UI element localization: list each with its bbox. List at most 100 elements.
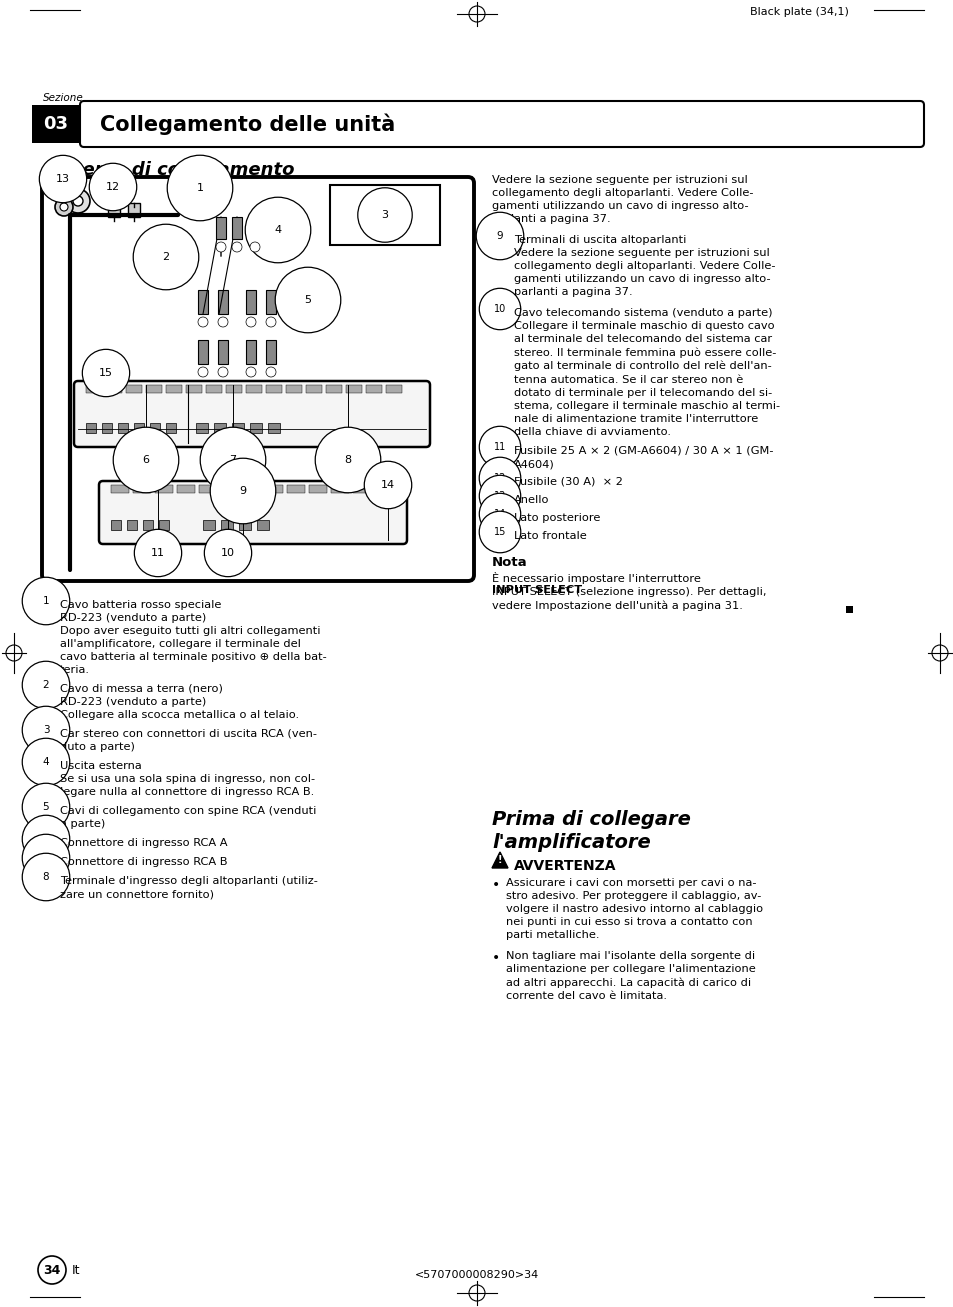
Bar xyxy=(111,485,129,493)
Bar xyxy=(203,520,214,531)
Bar xyxy=(250,423,262,433)
Bar xyxy=(246,386,262,393)
Bar xyxy=(239,520,251,531)
Text: 34: 34 xyxy=(43,1264,61,1277)
Text: Collegamento delle unità: Collegamento delle unità xyxy=(100,114,395,135)
Circle shape xyxy=(198,318,208,327)
Text: 10: 10 xyxy=(221,548,234,558)
Bar xyxy=(246,340,255,365)
Text: Cavo telecomando sistema (venduto a parte): Cavo telecomando sistema (venduto a part… xyxy=(514,308,772,318)
Bar xyxy=(226,386,242,393)
Bar xyxy=(845,606,852,613)
Circle shape xyxy=(246,318,255,327)
Bar xyxy=(150,423,160,433)
Text: 8: 8 xyxy=(344,455,352,465)
Bar xyxy=(353,485,371,493)
Text: 9: 9 xyxy=(239,486,246,495)
Circle shape xyxy=(73,196,83,207)
Bar xyxy=(133,423,144,433)
Circle shape xyxy=(266,367,275,376)
Text: Vedere la sezione seguente per istruzioni sul
collegamento degli altoparlanti. V: Vedere la sezione seguente per istruzion… xyxy=(514,248,775,297)
Bar xyxy=(256,520,269,531)
Text: 3: 3 xyxy=(381,210,388,220)
Bar xyxy=(266,290,275,314)
Text: 1: 1 xyxy=(196,183,203,193)
Text: Uscita esterna
Se si usa una sola spina di ingresso, non col-
legare nulla al co: Uscita esterna Se si usa una sola spina … xyxy=(60,761,314,797)
Text: It: It xyxy=(71,1264,80,1277)
Text: 11: 11 xyxy=(151,548,165,558)
Bar xyxy=(286,386,302,393)
Bar xyxy=(154,485,172,493)
Text: 13: 13 xyxy=(56,174,70,184)
Circle shape xyxy=(179,193,187,201)
Text: 6: 6 xyxy=(142,455,150,465)
Bar xyxy=(218,340,228,365)
Bar xyxy=(166,386,182,393)
Text: Assicurare i cavi con morsetti per cavi o na-
stro adesivo. Per proteggere il ca: Assicurare i cavi con morsetti per cavi … xyxy=(505,878,762,940)
Text: Connettore di ingresso RCA A: Connettore di ingresso RCA A xyxy=(60,838,227,848)
Polygon shape xyxy=(492,852,507,868)
Text: Lato posteriore: Lato posteriore xyxy=(514,514,599,523)
FancyBboxPatch shape xyxy=(99,481,407,544)
Bar xyxy=(128,203,140,217)
FancyBboxPatch shape xyxy=(74,382,430,447)
Text: 14: 14 xyxy=(494,508,506,519)
Bar xyxy=(306,386,322,393)
Text: 2: 2 xyxy=(162,252,170,261)
Text: 1: 1 xyxy=(43,596,50,606)
Bar xyxy=(243,485,261,493)
Text: Cavi di collegamento con spine RCA (venduti
a parte): Cavi di collegamento con spine RCA (vend… xyxy=(60,806,316,829)
Text: Fusibile (30 A)  × 2: Fusibile (30 A) × 2 xyxy=(514,477,622,488)
Text: Fusibile 25 A × 2 (GM-A6604) / 30 A × 1 (GM-
A4604): Fusibile 25 A × 2 (GM-A6604) / 30 A × 1 … xyxy=(514,446,773,469)
FancyBboxPatch shape xyxy=(80,101,923,146)
Circle shape xyxy=(152,239,163,250)
Text: Connettore di ingresso RCA B: Connettore di ingresso RCA B xyxy=(60,857,227,867)
Bar xyxy=(268,423,280,433)
Text: Sezione: Sezione xyxy=(43,93,84,103)
Bar xyxy=(143,520,152,531)
Text: 3: 3 xyxy=(43,725,50,735)
Bar xyxy=(146,386,162,393)
Bar xyxy=(86,386,102,393)
Text: INPUT SELECT: INPUT SELECT xyxy=(492,586,581,595)
Bar xyxy=(132,485,151,493)
FancyBboxPatch shape xyxy=(42,176,474,582)
Bar xyxy=(177,485,194,493)
Bar xyxy=(32,105,80,142)
Text: Cavo batteria rosso speciale
RD-223 (venduto a parte)
Dopo aver eseguito tutti g: Cavo batteria rosso speciale RD-223 (ven… xyxy=(60,600,327,676)
Text: AVVERTENZA: AVVERTENZA xyxy=(514,859,616,873)
Bar xyxy=(199,485,216,493)
Bar xyxy=(206,386,222,393)
Text: 12: 12 xyxy=(106,182,120,192)
Text: Nota: Nota xyxy=(492,555,527,569)
Text: 6: 6 xyxy=(43,834,50,844)
Bar xyxy=(102,423,112,433)
Text: Collegare il terminale maschio di questo cavo
al terminale del telecomando del s: Collegare il terminale maschio di questo… xyxy=(514,322,780,437)
Bar xyxy=(218,290,228,314)
Text: •: • xyxy=(492,951,499,965)
Bar xyxy=(326,386,341,393)
Bar xyxy=(166,423,175,433)
Text: 2: 2 xyxy=(43,680,50,690)
Text: 12: 12 xyxy=(494,473,506,484)
Bar xyxy=(186,386,202,393)
Text: Terminale d'ingresso degli altoparlanti (utiliz-
zare un connettore fornito): Terminale d'ingresso degli altoparlanti … xyxy=(60,876,317,899)
Bar xyxy=(330,186,439,244)
Bar xyxy=(246,290,255,314)
Circle shape xyxy=(218,367,228,376)
Bar xyxy=(309,485,327,493)
Bar xyxy=(198,340,208,365)
Bar xyxy=(126,386,142,393)
Text: 5: 5 xyxy=(43,802,50,812)
Bar xyxy=(265,485,283,493)
Text: 11: 11 xyxy=(494,442,506,452)
Bar xyxy=(232,217,242,239)
Bar xyxy=(221,485,239,493)
Circle shape xyxy=(215,242,226,252)
Text: Terminali di uscita altoparlanti: Terminali di uscita altoparlanti xyxy=(514,235,685,244)
Text: Lato frontale: Lato frontale xyxy=(514,531,586,541)
Text: 4: 4 xyxy=(43,757,50,767)
Circle shape xyxy=(55,197,73,216)
Text: Schema di collegamento: Schema di collegamento xyxy=(46,161,294,179)
Text: Car stereo con connettori di uscita RCA (ven-
duto a parte): Car stereo con connettori di uscita RCA … xyxy=(60,729,316,752)
